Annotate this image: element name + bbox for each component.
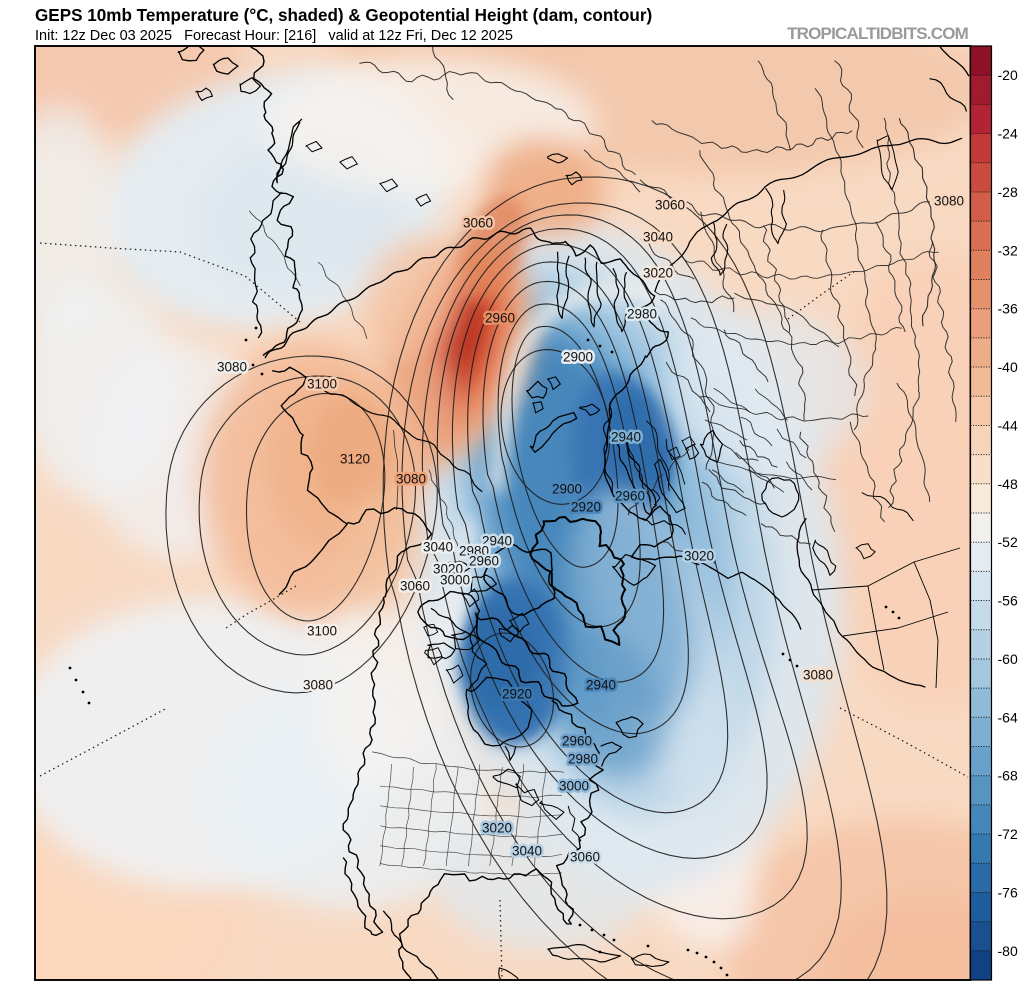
svg-text:-36: -36 bbox=[998, 301, 1018, 317]
svg-text:3080: 3080 bbox=[396, 472, 426, 487]
svg-text:-48: -48 bbox=[998, 476, 1018, 492]
svg-text:-72: -72 bbox=[998, 826, 1018, 842]
svg-text:3040: 3040 bbox=[512, 844, 542, 859]
svg-text:3000: 3000 bbox=[559, 779, 589, 794]
svg-text:-52: -52 bbox=[998, 534, 1018, 550]
svg-text:3120: 3120 bbox=[340, 452, 370, 467]
svg-text:2940: 2940 bbox=[586, 678, 616, 693]
svg-text:2940: 2940 bbox=[482, 534, 512, 549]
svg-text:-40: -40 bbox=[998, 359, 1018, 375]
svg-text:2960: 2960 bbox=[469, 554, 499, 569]
svg-text:-24: -24 bbox=[998, 126, 1018, 142]
svg-text:Init: 12z Dec 03 2025 Foreca: Init: 12z Dec 03 2025 Forecast Hour: [21… bbox=[35, 28, 513, 44]
svg-text:3100: 3100 bbox=[307, 624, 337, 639]
svg-text:2900: 2900 bbox=[563, 350, 593, 365]
svg-text:2980: 2980 bbox=[627, 307, 657, 322]
svg-text:3100: 3100 bbox=[307, 377, 337, 392]
svg-text:TROPICALTIDBITS.COM: TROPICALTIDBITS.COM bbox=[787, 24, 969, 43]
svg-text:-44: -44 bbox=[998, 417, 1018, 433]
svg-text:3020: 3020 bbox=[482, 821, 512, 836]
svg-text:3060: 3060 bbox=[570, 850, 600, 865]
svg-text:3020: 3020 bbox=[433, 562, 463, 577]
svg-text:2980: 2980 bbox=[459, 544, 489, 559]
svg-text:3080: 3080 bbox=[934, 194, 964, 209]
svg-text:2920: 2920 bbox=[502, 687, 532, 702]
svg-text:-64: -64 bbox=[998, 709, 1018, 725]
svg-text:-28: -28 bbox=[998, 184, 1018, 200]
svg-text:3060: 3060 bbox=[463, 216, 493, 231]
svg-text:GEPS 10mb Temperature (°C, sha: GEPS 10mb Temperature (°C, shaded) & Geo… bbox=[35, 6, 652, 25]
svg-text:2960: 2960 bbox=[485, 311, 515, 326]
svg-text:2960: 2960 bbox=[562, 734, 592, 749]
svg-text:3060: 3060 bbox=[400, 579, 430, 594]
svg-text:3000: 3000 bbox=[440, 573, 470, 588]
svg-text:-32: -32 bbox=[998, 242, 1018, 258]
svg-text:3040: 3040 bbox=[643, 230, 673, 245]
svg-text:-80: -80 bbox=[998, 943, 1018, 959]
svg-text:3080: 3080 bbox=[303, 678, 333, 693]
svg-text:2920: 2920 bbox=[571, 500, 601, 515]
svg-text:2960: 2960 bbox=[615, 489, 645, 504]
svg-text:3040: 3040 bbox=[423, 540, 453, 555]
svg-text:3020: 3020 bbox=[643, 266, 673, 281]
svg-text:-76: -76 bbox=[998, 884, 1018, 900]
svg-text:3060: 3060 bbox=[655, 198, 685, 213]
svg-text:-20: -20 bbox=[998, 67, 1018, 83]
svg-text:3080: 3080 bbox=[217, 360, 247, 375]
svg-text:3080: 3080 bbox=[803, 668, 833, 683]
svg-text:3020: 3020 bbox=[684, 549, 714, 564]
svg-text:2940: 2940 bbox=[611, 430, 641, 445]
svg-text:-60: -60 bbox=[998, 651, 1018, 667]
svg-text:-68: -68 bbox=[998, 768, 1018, 784]
svg-text:-56: -56 bbox=[998, 593, 1018, 609]
svg-text:2980: 2980 bbox=[568, 752, 598, 767]
svg-text:2900: 2900 bbox=[552, 482, 582, 497]
